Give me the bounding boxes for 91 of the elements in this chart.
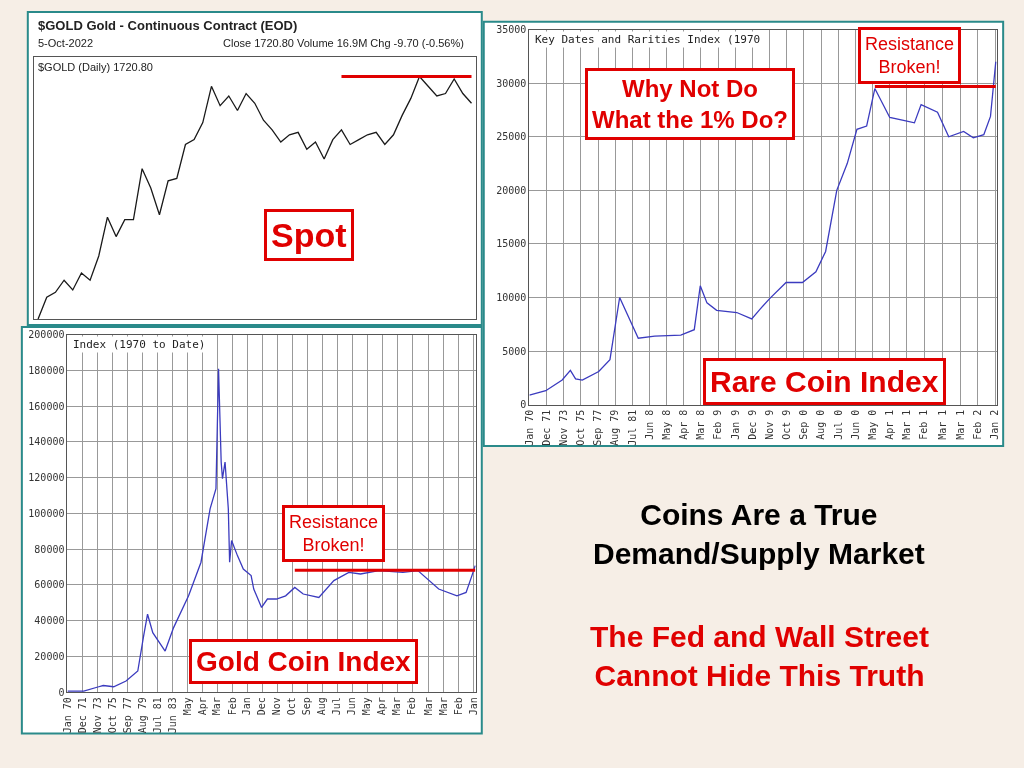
text: Close 1720.80 Volume 16.9M Chg -9.70 (-0.56%) (223, 37, 464, 49)
chart-title: Key Dates and Rarities Index (1970 (535, 33, 761, 46)
x-tick-label: Feb (406, 697, 418, 716)
x-tick-label: Sep 0 (798, 409, 810, 440)
y-tick-label: 60000 (34, 579, 65, 591)
y-tick-label: 140000 (28, 436, 65, 448)
x-tick-label: Mar (438, 697, 450, 716)
text: Coins Are a True Demand/Supply Market (593, 498, 925, 570)
x-tick-label: Jul 81 (151, 697, 163, 734)
y-tick-label: 200000 (28, 329, 65, 341)
x-tick-label: Sep (301, 697, 313, 716)
y-tick-label: 120000 (28, 472, 65, 484)
x-tick-label: Mar 1 (954, 409, 966, 440)
x-tick-label: Aug (316, 697, 328, 716)
x-tick-label: Dec 71 (540, 409, 552, 446)
y-tick-label: 30000 (496, 77, 527, 89)
x-tick-label: Nov 73 (557, 409, 569, 446)
x-tick-label: Mar (391, 697, 403, 716)
x-tick-label: Mar 8 (695, 409, 707, 440)
y-tick-label: 180000 (28, 365, 65, 377)
annotation: Spot (271, 216, 347, 254)
x-tick-label: Feb 2 (972, 409, 984, 440)
chart-subtitle: 5-Oct-2022 (38, 37, 94, 49)
x-tick-label: Feb 1 (918, 409, 930, 440)
x-tick-label: Oct (286, 697, 298, 716)
x-tick-label: Apr 8 (678, 409, 690, 440)
x-tick-label: Feb (453, 697, 465, 716)
x-tick-label: Jan 2 (989, 409, 1001, 440)
y-tick-label: 80000 (34, 543, 65, 555)
x-tick-label: Oct 75 (575, 409, 587, 446)
y-tick-label: 25000 (496, 131, 527, 143)
chart-title: $GOLD Gold - Continuous Contract (EOD) (38, 18, 298, 33)
x-tick-label: Apr (376, 697, 388, 716)
x-tick-label: Mar 1 (901, 409, 913, 440)
y-tick-label: 0 (520, 399, 527, 411)
y-tick-label: 15000 (496, 238, 527, 250)
x-tick-label: Jul (331, 697, 343, 716)
x-tick-label: Dec 71 (76, 697, 88, 734)
x-tick-label: Feb 9 (712, 409, 724, 440)
y-tick-label: 5000 (502, 345, 527, 357)
x-tick-label: Mar 1 (936, 409, 948, 440)
x-tick-label: Aug 79 (609, 409, 621, 446)
x-tick-label: Mar (211, 697, 223, 716)
x-tick-label: Jun 0 (849, 409, 861, 440)
x-tick-label: Jun (346, 697, 358, 716)
x-tick-label: Dec (256, 697, 268, 716)
annotation: Rare Coin Index (710, 365, 939, 398)
chart-title: Index (1970 to Date) (73, 338, 206, 351)
x-tick-label: Jan 70 (523, 409, 535, 446)
x-tick-label: Mar (422, 697, 434, 716)
line-series (529, 61, 997, 396)
x-tick-label: Oct 75 (106, 697, 118, 734)
x-tick-label: Jan 70 (61, 697, 73, 734)
x-tick-label: Oct 9 (781, 409, 793, 440)
x-tick-label: Jan (241, 697, 253, 716)
x-tick-label: Dec 9 (746, 409, 758, 440)
y-tick-label: 40000 (34, 615, 65, 627)
x-tick-label: Sep 77 (592, 409, 604, 446)
x-tick-label: Apr 1 (884, 409, 896, 440)
x-tick-label: Apr (196, 697, 208, 716)
y-tick-label: 20000 (496, 184, 527, 196)
annotation: Resistance Broken! (289, 512, 379, 556)
annotation: Gold Coin Index (196, 646, 412, 677)
y-tick-label: 100000 (28, 507, 65, 519)
annotation: Why Not Do What the 1% Do? (592, 75, 788, 134)
x-tick-label: Jul 81 (626, 409, 638, 446)
x-tick-label: Nov 9 (763, 409, 775, 440)
x-tick-label: Aug 0 (815, 409, 827, 440)
x-tick-label: Nov 73 (91, 697, 103, 734)
y-tick-label: 160000 (28, 400, 65, 412)
x-tick-label: Nov (271, 697, 283, 716)
y-tick-label: 35000 (496, 24, 527, 36)
annotation: Resistance Broken! (865, 34, 955, 78)
x-tick-label: Jun 83 (166, 697, 178, 734)
x-tick-label: Sep 77 (121, 697, 133, 734)
x-tick-label: May 8 (660, 409, 672, 440)
text: $GOLD (Daily) 1720.80 (38, 61, 153, 73)
x-tick-label: Aug 79 (136, 697, 148, 734)
line-series (67, 368, 476, 692)
text: The Fed and Wall Street Cannot Hide This Truth (590, 620, 929, 692)
x-tick-label: Jul 0 (832, 409, 844, 440)
x-tick-label: May (181, 697, 193, 716)
y-tick-label: 10000 (496, 292, 527, 304)
x-tick-label: Feb (226, 697, 238, 716)
y-tick-label: 0 (58, 686, 65, 698)
x-tick-label: Jan 9 (729, 409, 741, 440)
y-tick-label: 20000 (34, 650, 65, 662)
x-tick-label: Jan (468, 697, 480, 716)
x-tick-label: May (361, 697, 373, 716)
x-tick-label: May 0 (866, 409, 878, 440)
x-tick-label: Jun 8 (643, 409, 655, 440)
